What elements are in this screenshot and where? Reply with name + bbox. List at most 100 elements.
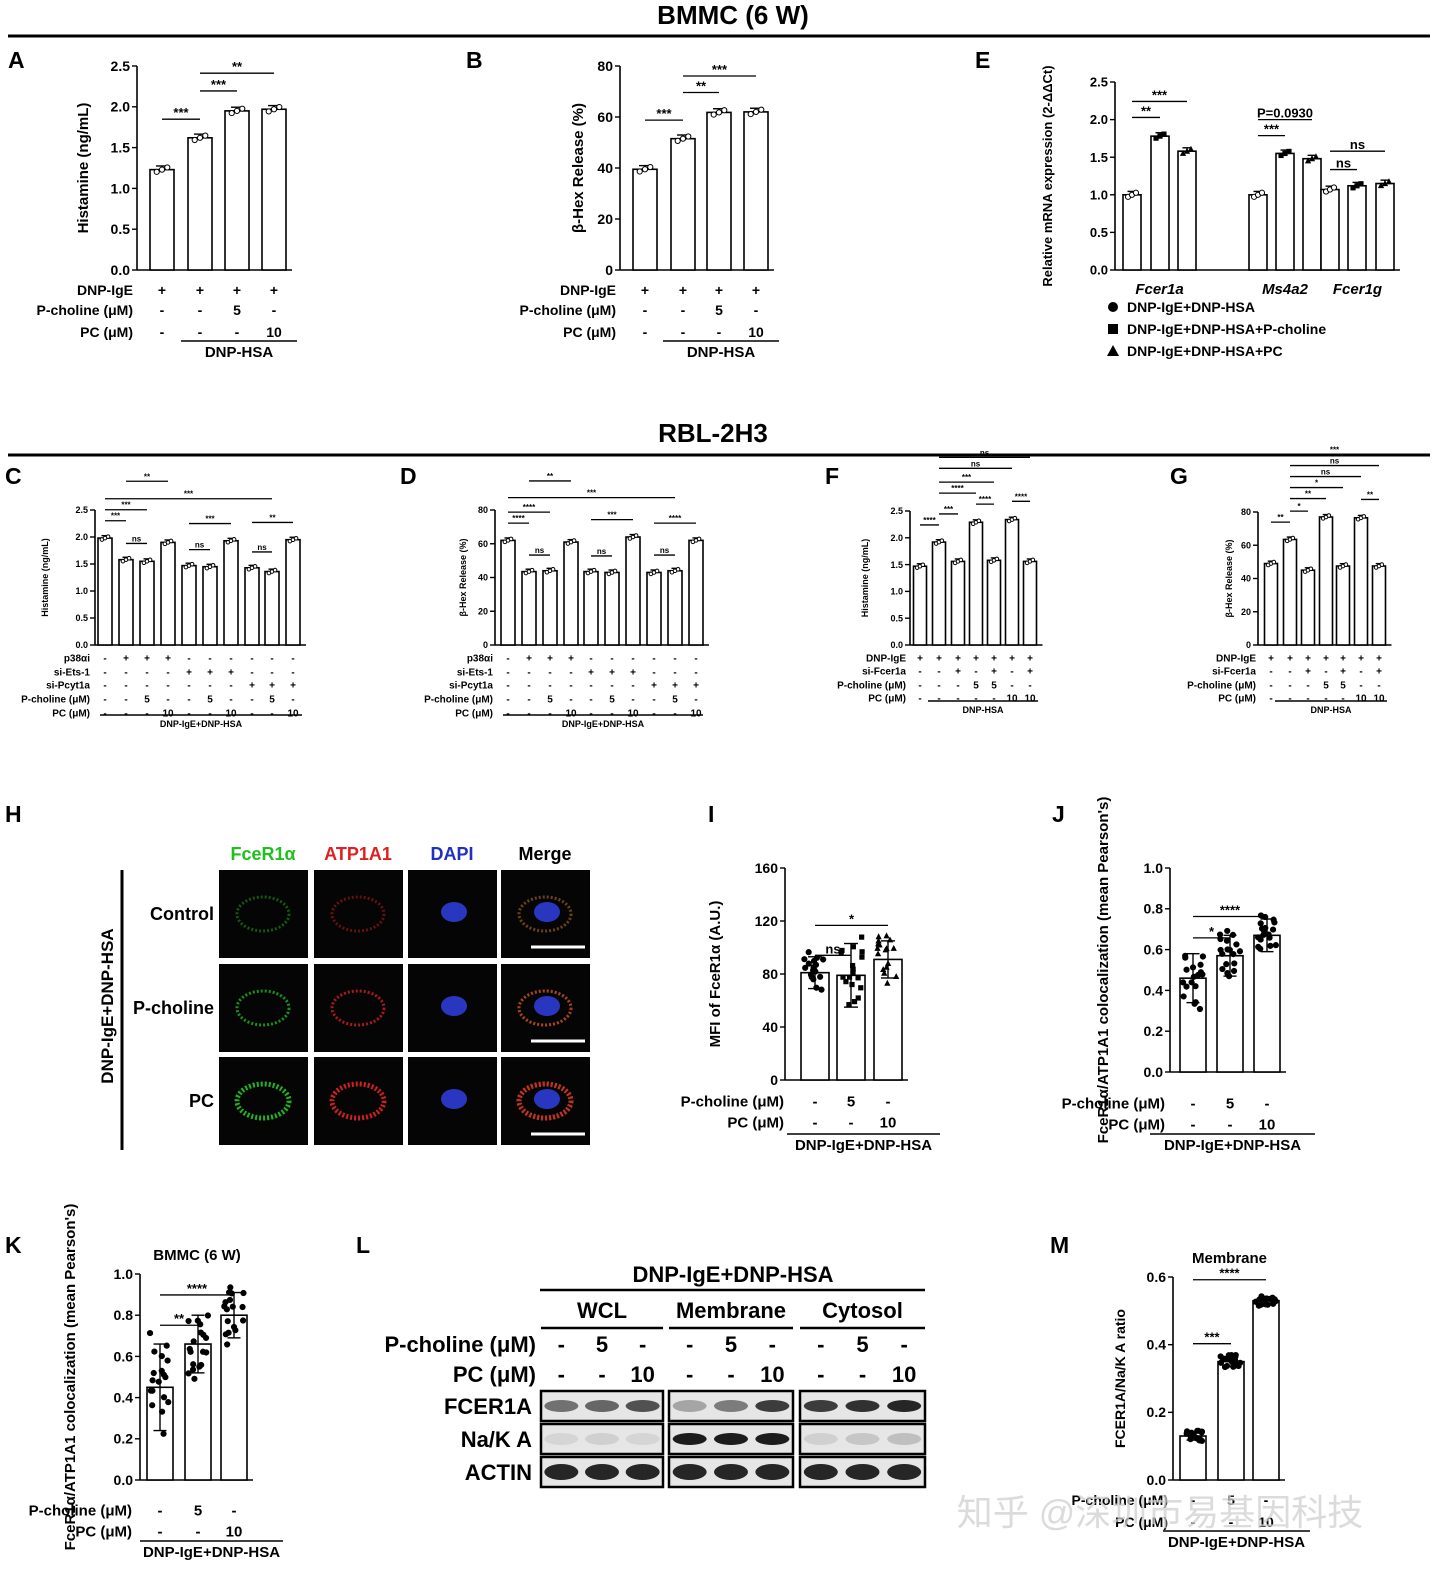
panel-letter-j: J <box>1052 801 1065 827</box>
y-tick-label: 2.5 <box>1090 75 1108 90</box>
data-point <box>1271 559 1277 565</box>
row-cell: 5 <box>547 695 553 706</box>
data-point <box>1262 924 1269 932</box>
y-tick-label: 80 <box>478 505 488 515</box>
watermark-text: 知乎 @深圳市易基因科技 <box>957 1492 1364 1533</box>
significance-label: ** <box>1141 103 1152 118</box>
blot-band <box>585 1433 619 1445</box>
row-cell: - <box>232 1502 237 1519</box>
y-tick-label: 0 <box>770 1072 778 1088</box>
y-tick-label: 0 <box>605 262 613 278</box>
row-cell: 10 <box>162 709 174 720</box>
significance-label: ns <box>597 547 607 556</box>
row-cell: - <box>974 667 977 678</box>
data-point <box>202 132 209 139</box>
row-cell: - <box>652 695 655 706</box>
chart-title: BMMC (6 W) <box>153 1247 240 1264</box>
data-point <box>1161 131 1167 137</box>
data-point <box>839 947 845 954</box>
micro-membrane-signal <box>235 989 291 1027</box>
significance-label: ns <box>195 541 205 550</box>
bar <box>500 539 516 646</box>
row-label: P-choline (μM) <box>520 302 616 318</box>
blot-pc-cell: - <box>558 1362 565 1387</box>
row-cell: - <box>589 654 592 665</box>
row-cell: - <box>569 695 572 706</box>
significance-label: **** <box>923 516 936 525</box>
blot-band <box>845 1433 880 1445</box>
data-point <box>1272 942 1279 949</box>
data-point <box>147 1387 154 1394</box>
y-tick-label: 1.5 <box>1090 150 1108 165</box>
micro-nucleus <box>534 996 560 1016</box>
row-cell: - <box>272 302 277 318</box>
bar <box>1320 188 1340 271</box>
data-point <box>849 962 856 969</box>
y-axis-label: FCER1A/Na/K A ratio <box>1112 1309 1128 1448</box>
row-cell: + <box>609 668 615 679</box>
y-tick-label: 0.4 <box>114 1390 134 1406</box>
data-point <box>105 534 111 539</box>
data-point <box>883 932 890 939</box>
data-point <box>240 1289 247 1297</box>
bar <box>912 565 928 646</box>
row-cell: + <box>679 282 687 298</box>
row-cell: 5 <box>847 1093 855 1110</box>
data-point <box>1330 184 1338 191</box>
data-point <box>811 966 818 973</box>
row-cell: - <box>1306 694 1309 705</box>
data-point <box>1132 189 1140 196</box>
significance-label: *** <box>1330 446 1340 455</box>
bar <box>688 539 704 646</box>
micro-column-label: ATP1A1 <box>324 844 392 864</box>
row-cell: + <box>158 282 166 298</box>
row-cell: - <box>229 695 232 706</box>
data-point <box>1265 931 1272 938</box>
data-point <box>881 969 888 976</box>
blot-band <box>714 1464 748 1480</box>
significance-label: ** <box>547 472 554 481</box>
data-point <box>1229 931 1237 938</box>
row-cell: - <box>1265 1095 1270 1112</box>
data-point <box>641 166 649 173</box>
row-cell: + <box>233 282 241 298</box>
data-point <box>851 998 858 1005</box>
significance-label: **** <box>979 495 992 504</box>
row-label: PC (μM) <box>1218 694 1256 705</box>
row-label: PC (μM) <box>75 1523 132 1540</box>
group-label: DNP-IgE+DNP-HSA <box>795 1137 932 1154</box>
y-tick-label: 0.6 <box>1144 942 1164 958</box>
data-point <box>1231 960 1238 967</box>
data-point <box>1196 1437 1203 1444</box>
data-point <box>1153 135 1159 141</box>
row-label: PC (μM) <box>1115 1514 1168 1530</box>
bar <box>264 570 280 646</box>
row-cell: + <box>955 667 961 678</box>
row-cell: - <box>527 709 530 720</box>
micro-membrane-signal <box>235 895 291 933</box>
data-point <box>1030 557 1036 563</box>
data-point <box>859 949 865 955</box>
data-point <box>807 971 815 978</box>
row-cell: - <box>124 695 127 706</box>
data-point <box>239 1303 246 1311</box>
data-point <box>850 969 856 975</box>
data-point <box>158 1353 165 1360</box>
data-point <box>226 1289 233 1296</box>
bar <box>632 168 658 271</box>
row-cell: - <box>918 667 921 678</box>
category-label: Ms4a2 <box>1262 281 1309 298</box>
blot-band <box>887 1400 922 1412</box>
bar <box>261 108 287 271</box>
data-point <box>1271 1296 1278 1303</box>
data-point <box>1312 153 1320 160</box>
panel-letter-m: M <box>1050 1232 1069 1258</box>
significance-label: **** <box>512 514 525 523</box>
row-cell: + <box>1340 667 1346 678</box>
data-point <box>976 518 982 524</box>
y-tick-label: 0.2 <box>1147 1404 1167 1420</box>
bar <box>931 541 947 646</box>
significance-label: ns <box>1336 156 1351 171</box>
row-cell: - <box>1010 681 1013 692</box>
